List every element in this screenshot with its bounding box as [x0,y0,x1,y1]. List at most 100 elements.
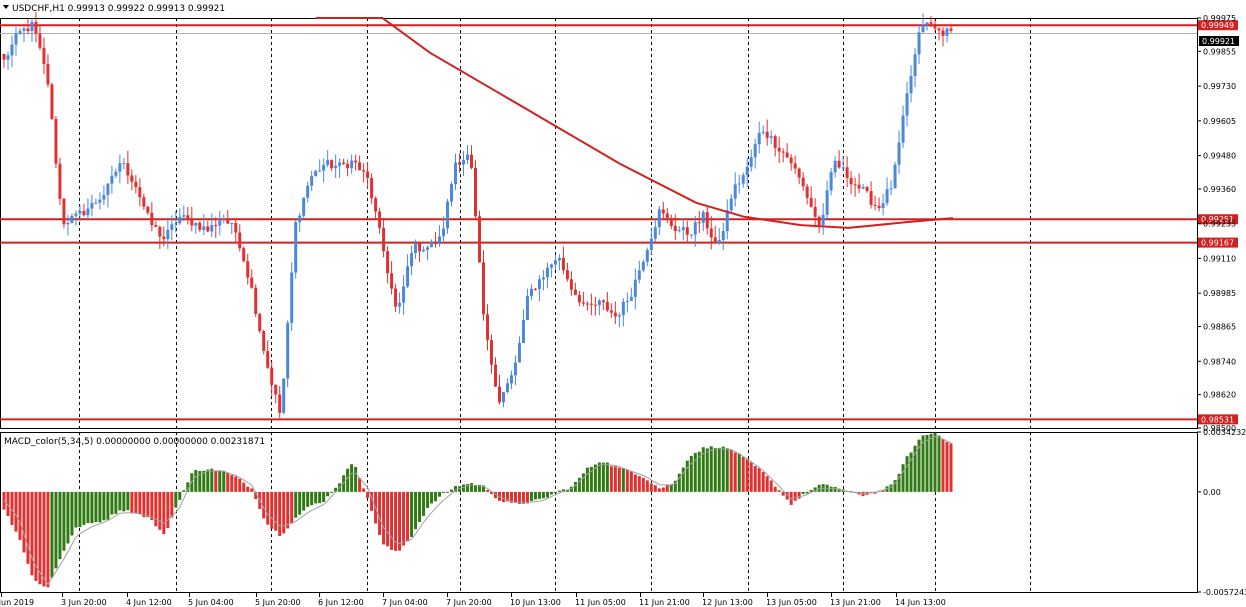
x-tick-label: 4 Jun 12:00 [126,598,172,607]
macd-bar [873,491,877,494]
candle-body [382,227,386,252]
candle-body [462,159,466,165]
macd-bar [757,468,761,492]
candle-body [665,213,669,219]
macd-bar [318,491,322,504]
candle-body [805,186,809,198]
candle-body [785,152,789,158]
candle-body [485,314,489,341]
macd-bar [677,473,681,492]
candle-body [617,315,621,317]
macd-bar [729,449,733,492]
candle-body [565,270,569,280]
candle-body [446,201,450,229]
macd-bar [74,491,78,528]
macd-bar [657,488,661,492]
macd-bar [949,443,953,492]
macd-bar [597,462,601,492]
macd-bar [14,491,18,532]
candle-body [158,226,162,237]
candle-body [481,262,485,315]
candle-body [134,181,138,188]
candle-body [142,197,146,207]
candle-body [378,211,382,228]
macd-bar [645,480,649,492]
candle-body [286,322,290,379]
candle-body [701,212,705,223]
macd-bar [785,491,789,500]
macd-bar [314,491,318,504]
macd-bar [625,469,629,492]
macd-bar [749,462,753,492]
candle-body [681,227,685,231]
macd-bar [190,473,194,492]
macd-bar [6,491,10,517]
candle-body [533,288,537,290]
macd-bar [194,470,198,492]
macd-bar [174,491,178,508]
macd-bar [230,474,234,492]
macd-bar [685,460,689,492]
candle-body [705,212,709,229]
candle-body [362,170,366,172]
candle-body [897,142,901,165]
macd-bar [34,491,38,581]
level-badge [1198,20,1238,31]
candle-body [162,236,166,240]
macd-bar [426,491,430,508]
candle-body [310,176,314,186]
macd-bar [54,491,58,569]
macd-bar [26,491,30,564]
candle-body [70,215,74,223]
candle-body [865,187,869,192]
macd-bar [330,491,334,493]
macd-bar [122,491,126,512]
macd-bar [497,491,501,501]
macd-tick-label: 0.00 [1203,488,1221,497]
candle-body [46,63,50,85]
macd-bar [737,453,741,492]
candle-body [829,172,833,191]
macd-bar [82,491,86,525]
candle-body [609,310,613,313]
x-tick-label: 5 Jun 20:00 [255,598,301,607]
macd-bar [446,491,450,493]
macd-bar [553,491,557,494]
macd-bar [430,491,434,504]
candle-body [190,218,194,226]
macd-bar [394,491,398,551]
y-tick-label: 0.98740 [1203,357,1236,366]
macd-bar [162,491,166,535]
macd-bar [250,488,254,492]
candle-body [905,93,909,116]
x-tick-label: 11 Jun 21:00 [639,598,690,607]
price-axis: 0.99975 0.99855 0.99730 0.99605 0.99480 0.993… [1197,14,1236,433]
candle-body [585,303,589,305]
macd-bar [745,459,749,492]
candles [2,12,953,419]
macd-bar [290,491,294,524]
macd-bar [226,472,230,492]
macd-bar [246,486,250,492]
candle-body [781,151,785,153]
y-tick-label: 0.99975 [1203,14,1236,23]
candle-body [294,222,298,273]
macd-bar [46,491,50,588]
candle-body [122,163,126,165]
y-tick-label: 0.99360 [1203,185,1236,194]
chevron-down-icon[interactable] [3,5,9,9]
macd-bar [234,476,238,492]
macd-bar [350,464,354,492]
candle-body [877,205,881,209]
macd-bar [837,488,841,492]
candle-body [581,302,585,304]
candle-body [354,160,358,163]
macd-bar [134,491,138,514]
macd-bar [793,491,797,501]
macd-bar [725,448,729,492]
macd-bar [637,476,641,492]
macd-bar [442,491,446,493]
horizontal-levels[interactable]: 0.99949 0.99251 0.99167 0.98531 [0,20,1238,425]
macd-bar [609,466,613,492]
